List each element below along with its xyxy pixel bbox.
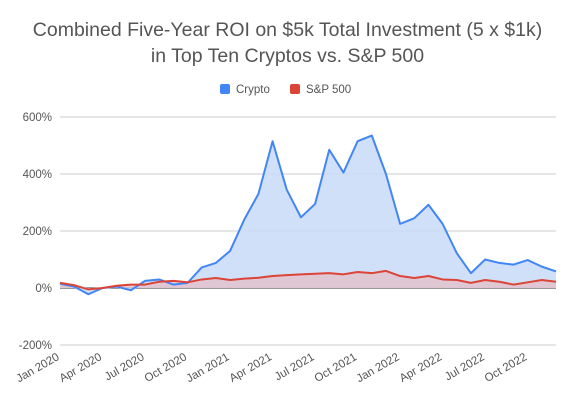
x-tick-label: Apr 2022	[398, 351, 444, 385]
area-crypto	[60, 135, 556, 295]
area-s-p-500	[60, 270, 556, 290]
line-s-p-500	[59, 269, 557, 291]
chart-title-line-2: in Top Ten Cryptos vs. S&P 500	[150, 45, 425, 67]
legend-swatch	[290, 84, 300, 94]
x-tick-label: Apr 2021	[228, 351, 274, 385]
y-tick-label: 0%	[35, 283, 52, 295]
x-tick-label: Jan 2021	[185, 351, 232, 385]
x-tick-label: Jul 2021	[273, 351, 317, 383]
y-tick-label: 600%	[23, 112, 52, 124]
x-tick-label: Oct 2020	[143, 351, 189, 385]
x-tick-label: Oct 2022	[483, 351, 529, 385]
y-tick-label: 200%	[23, 226, 52, 238]
y-tick-label: -200%	[19, 340, 52, 352]
x-tick-label: Jul 2022	[443, 351, 487, 383]
x-tick-label: Jul 2020	[103, 351, 147, 383]
x-tick-label: Jan 2020	[15, 351, 62, 385]
y-tick-label: 400%	[23, 169, 52, 181]
x-tick-label: Jan 2022	[355, 351, 402, 385]
line-crypto	[59, 134, 557, 296]
legend-label: S&P 500	[306, 84, 351, 96]
chart-title-line-1: Combined Five-Year ROI on $5k Total Inve…	[32, 19, 543, 41]
x-tick-label: Oct 2021	[313, 351, 359, 385]
legend-label: Crypto	[236, 84, 270, 96]
x-tick-label: Apr 2020	[58, 351, 104, 385]
legend-swatch	[220, 84, 230, 94]
